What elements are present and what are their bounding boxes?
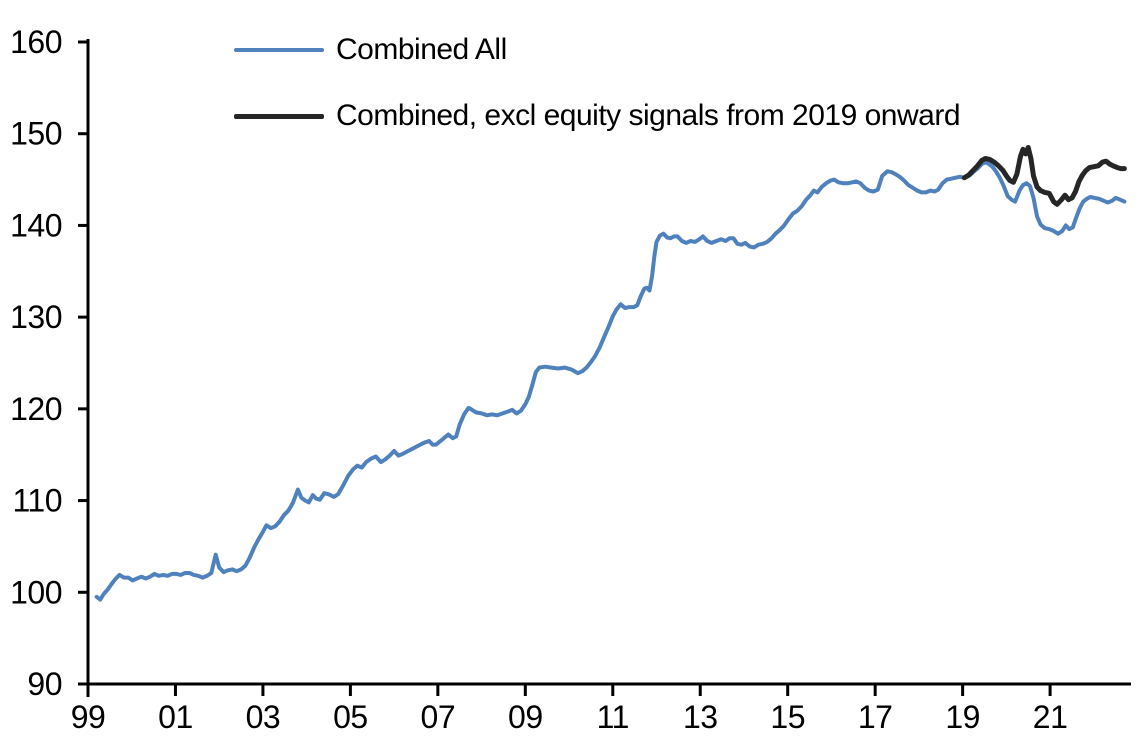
- x-tick-label: 17: [858, 699, 893, 735]
- y-tick-label: 120: [10, 391, 62, 427]
- x-tick-label: 19: [945, 699, 980, 735]
- y-tick-label: 110: [12, 483, 62, 519]
- legend: Combined All Combined, excl equity signa…: [234, 28, 961, 160]
- x-tick-label: 05: [333, 699, 368, 735]
- x-tick-label: 11: [597, 699, 629, 735]
- legend-item-combined-excl-equity: Combined, excl equity signals from 2019 …: [234, 94, 961, 138]
- x-tick-label: 99: [71, 699, 106, 735]
- legend-label-combined-all: Combined All: [336, 33, 507, 66]
- series-line-combined-excl-equity: [961, 145, 1127, 207]
- y-tick-label: 100: [10, 574, 62, 610]
- x-tick-label: 21: [1033, 699, 1068, 735]
- x-tick-label: 07: [421, 699, 456, 735]
- legend-item-combined-all: Combined All: [234, 28, 960, 72]
- legend-label-combined-excl-equity: Combined, excl equity signals from 2019 …: [336, 99, 961, 132]
- legend-line-swatch-black: [234, 113, 324, 119]
- y-tick-label: 90: [27, 666, 62, 702]
- x-tick-label: 13: [683, 699, 718, 735]
- y-tick-label: 130: [10, 299, 62, 335]
- x-tick-label: 15: [770, 699, 805, 735]
- x-tick-label: 01: [158, 699, 193, 735]
- y-tick-label: 150: [10, 116, 62, 152]
- y-tick-label: 160: [10, 24, 62, 60]
- y-tick-label: 140: [10, 207, 62, 243]
- legend-line-swatch-blue: [234, 48, 324, 52]
- x-tick-label: 09: [508, 699, 543, 735]
- x-tick-label: 03: [246, 699, 281, 735]
- series-line-combined-all: [94, 160, 1127, 602]
